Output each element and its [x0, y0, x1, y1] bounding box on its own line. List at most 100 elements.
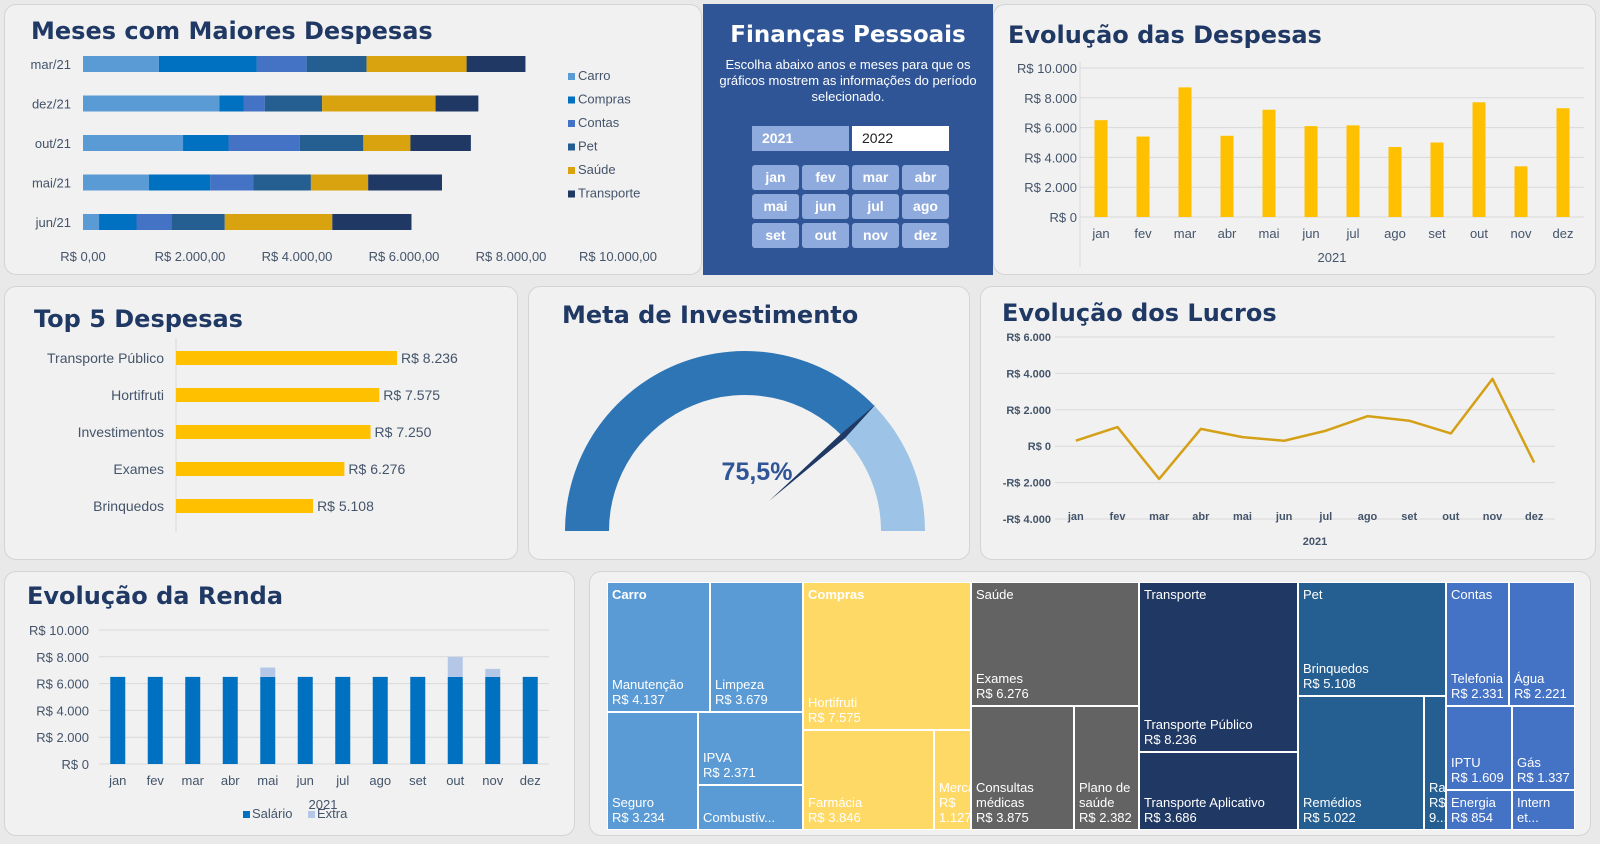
bar-segment — [224, 214, 333, 230]
treemap-tile-label: IPTU R$ 1.609 — [1451, 755, 1509, 785]
treemap-tile[interactable]: Energia R$ 854 — [1446, 790, 1512, 830]
y-tick-label: -R$ 4.000 — [1003, 514, 1051, 526]
expenses-evolution-chart: R$ 0 R$ 2.000 R$ 4.000 R$ 6.000 R$ 8.000 R$ 1… — [1017, 61, 1584, 267]
treemap-tile[interactable]: Consultas médicas R$ 3.875 — [971, 706, 1074, 830]
y-tick-label: R$ 6.000 — [36, 677, 89, 692]
year-button-2022[interactable]: 2022 — [852, 126, 949, 151]
gauge-remaining-arc — [842, 405, 925, 531]
legend-label: Compras — [578, 92, 631, 107]
month-button-jan[interactable]: jan — [752, 165, 799, 190]
treemap-tile-name: Manutenção — [612, 677, 684, 692]
x-tick-label: abr — [221, 773, 240, 788]
bar-segment — [158, 56, 257, 72]
treemap-tile[interactable]: Combustív... — [698, 785, 803, 830]
finance-title: Finanças Pessoais — [730, 22, 966, 48]
bar — [1094, 120, 1108, 217]
month-button-fev[interactable]: fev — [802, 165, 849, 190]
data-label: R$ 7.250 — [375, 424, 432, 440]
month-button-jun[interactable]: jun — [802, 194, 849, 219]
treemap-tile[interactable]: Brinquedos R$ 5.108 — [1298, 582, 1446, 696]
panel-title: Evolução das Despesas — [1008, 21, 1322, 49]
treemap-tile-value: R$ 9... — [1429, 795, 1446, 825]
bar-segment — [260, 676, 276, 764]
top-months-panel: Meses com Maiores Despesas R$ 0,00 R$ 2.0… — [4, 4, 702, 275]
x-tick-label: fev — [1134, 226, 1152, 241]
bar-segment — [299, 135, 364, 151]
month-button-dez[interactable]: dez — [902, 223, 949, 248]
month-button-out[interactable]: out — [802, 223, 849, 248]
treemap-group[interactable]: Exames R$ 6.276 Consultas médicas R$ 3.875 P… — [971, 582, 1139, 830]
month-button-set[interactable]: set — [752, 223, 799, 248]
bar-segment — [410, 676, 426, 764]
x-tick-label: R$ 0,00 — [60, 249, 106, 264]
treemap-tile[interactable]: Hortifruti R$ 7.575 — [803, 582, 971, 730]
treemap-tile-value: R$ 1.609 — [1451, 770, 1504, 785]
x-tick-label: jun — [1275, 511, 1293, 523]
treemap-tile-label: Transporte Aplicativo R$ 3.686 — [1144, 795, 1295, 825]
x-tick-label: jan — [1067, 511, 1084, 523]
month-button-mar[interactable]: mar — [852, 165, 899, 190]
treemap-tile[interactable]: Remédios R$ 5.022 — [1298, 696, 1424, 830]
bar-segment — [363, 135, 411, 151]
bar — [1556, 108, 1570, 217]
x-tick-label: jun — [296, 773, 314, 788]
month-button-nov[interactable]: nov — [852, 223, 899, 248]
y-tick-label: R$ 4.000 — [1024, 150, 1077, 165]
bar-segment — [83, 214, 100, 230]
data-label: R$ 6.276 — [348, 461, 405, 477]
x-tick-label: mai — [257, 773, 278, 788]
bar-segment — [171, 214, 225, 230]
x-tick-label: jun — [1301, 226, 1319, 241]
x-tick-label: jul — [1318, 511, 1332, 523]
bar — [1136, 136, 1150, 217]
month-button-ago[interactable]: ago — [902, 194, 949, 219]
x-tick-label: R$ 8.000,00 — [476, 249, 547, 264]
month-button-mai[interactable]: mai — [752, 194, 799, 219]
treemap-group[interactable]: Manutenção R$ 4.137 Limpeza R$ 3.679 Seguro R… — [607, 582, 803, 830]
treemap-tile[interactable]: Exames R$ 6.276 — [971, 582, 1139, 706]
category-label: mar/21 — [31, 57, 71, 72]
treemap-tile[interactable]: Telefonia R$ 2.331 — [1446, 582, 1509, 706]
treemap-tile[interactable]: Intern et... — [1512, 790, 1575, 830]
treemap-tile-name: IPTU — [1451, 755, 1481, 770]
treemap-tile-label: Limpeza R$ 3.679 — [715, 677, 800, 707]
treemap-tile-value: R$ 1.127 — [939, 795, 971, 825]
treemap-tile-value: R$ 1.337 — [1517, 770, 1570, 785]
treemap-tile[interactable]: Farmácia R$ 3.846 — [803, 730, 934, 830]
legend-label: Extra — [317, 806, 348, 821]
treemap-tile-label: Transporte Público R$ 8.236 — [1144, 717, 1295, 747]
treemap-group[interactable]: Telefonia R$ 2.331 Água R$ 2.221 IPTU R$ 1.60… — [1446, 582, 1575, 830]
treemap-tile[interactable]: Água R$ 2.221 — [1509, 582, 1575, 706]
treemap-tile-label: Seguro R$ 3.234 — [612, 795, 695, 825]
treemap-tile[interactable]: Transporte Público R$ 8.236 — [1139, 582, 1298, 752]
treemap-tile-value: R$ 3.679 — [715, 692, 768, 707]
month-button-abr[interactable]: abr — [902, 165, 949, 190]
year-button-2021[interactable]: 2021 — [752, 126, 849, 151]
treemap-tile[interactable]: Seguro R$ 3.234 — [607, 712, 698, 830]
treemap-tile-label: Remédios R$ 5.022 — [1303, 795, 1421, 825]
treemap-tile[interactable]: Transporte Aplicativo R$ 3.686 — [1139, 752, 1298, 830]
bar — [1430, 142, 1444, 217]
treemap-group-label: Carro — [612, 587, 647, 602]
treemap-tile-value: R$ 5.022 — [1303, 810, 1356, 825]
treemap-group[interactable]: Transporte Público R$ 8.236 Transporte Apl… — [1139, 582, 1298, 830]
x-tick-label: set — [409, 773, 427, 788]
treemap-tile[interactable]: MercadoR$ 1.127 — [934, 730, 971, 830]
bar — [176, 425, 371, 439]
x-tick-label: abr — [1192, 511, 1210, 523]
treemap-tile[interactable]: IPVA R$ 2.371 — [698, 712, 803, 785]
gauge-filled-arc — [565, 351, 875, 531]
month-button-jul[interactable]: jul — [852, 194, 899, 219]
treemap-tile-name: Transporte Aplicativo — [1144, 795, 1265, 810]
treemap-tile[interactable]: Limpeza R$ 3.679 — [710, 582, 803, 712]
finance-filter-panel: Finanças Pessoais Escolha abaixo anos e … — [703, 4, 993, 275]
treemap-tile[interactable]: Plano de saúde R$ 2.382 — [1074, 706, 1139, 830]
treemap-tile[interactable]: Manutenção R$ 4.137 — [607, 582, 710, 712]
treemap-tile[interactable]: Gás R$ 1.337 — [1512, 706, 1575, 790]
treemap-tile[interactable]: IPTU R$ 1.609 — [1446, 706, 1512, 790]
treemap-tile[interactable]: RaçãoR$ 9... — [1424, 696, 1446, 830]
legend-label: Saúde — [578, 162, 616, 177]
y-tick-label: R$ 4.000 — [36, 703, 89, 718]
